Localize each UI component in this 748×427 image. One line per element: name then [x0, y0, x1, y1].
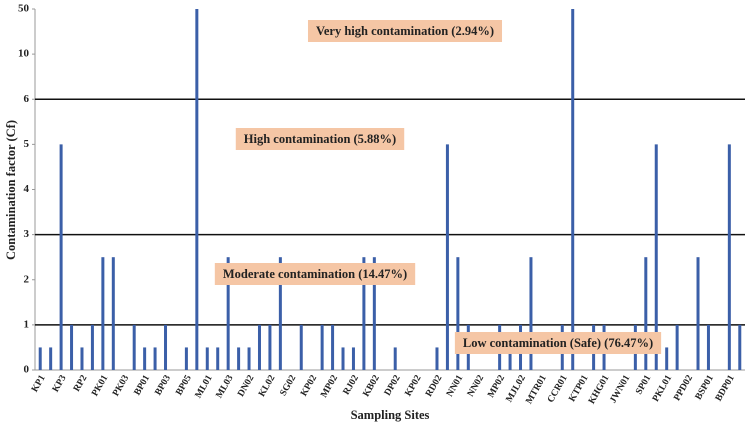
x-tick-label: KB02 [362, 373, 382, 398]
x-tick-label: DP02 [383, 373, 403, 397]
x-tick-label: BP03 [154, 373, 174, 397]
bar [257, 324, 261, 370]
x-tick-label: PPD02 [672, 373, 695, 402]
bar [143, 347, 147, 370]
x-tick-label: BDP01 [714, 373, 737, 403]
y-tick-label: 4 [24, 183, 30, 195]
y-tick-label: 6 [24, 93, 30, 105]
y-tick-label: 1 [24, 318, 30, 330]
x-tick-label: JWN01 [608, 373, 632, 405]
annotation-box [214, 263, 416, 285]
bar [216, 347, 220, 370]
bar [571, 9, 575, 370]
x-tick-label: RJ02 [342, 373, 361, 396]
x-tick-label: RD02 [424, 373, 444, 398]
x-tick-label: KP1 [30, 373, 48, 394]
x-tick-label: MP02 [319, 373, 340, 399]
x-tick-label: MP02 [486, 373, 507, 399]
annotation: Moderate contamination (14.47%) [223, 267, 407, 281]
y-tick-label: 2 [24, 273, 30, 285]
annotation-box [454, 332, 662, 354]
bar [80, 347, 84, 370]
y-tick-label: 50 [18, 3, 30, 15]
x-tick-label: KL02 [257, 373, 277, 398]
bar [738, 324, 742, 370]
bar [696, 257, 700, 370]
y-tick-label: 5 [24, 138, 30, 150]
bar [341, 347, 345, 370]
annotation: High contamination (5.88%) [244, 132, 396, 146]
bar [153, 347, 157, 370]
x-tick-label: CCR01 [546, 373, 570, 404]
bar [320, 324, 324, 370]
bar [205, 347, 209, 370]
bar [247, 347, 251, 370]
bar [132, 324, 136, 370]
bar [644, 257, 648, 370]
bar [706, 324, 710, 370]
x-tick-label: PKL01 [651, 373, 674, 403]
bar [331, 324, 335, 370]
annotation: Very high contamination (2.94%) [316, 24, 494, 38]
bar [70, 324, 74, 370]
x-tick-label: BSP01 [694, 373, 716, 402]
bar [665, 347, 669, 370]
bar [164, 324, 168, 370]
bar [727, 144, 731, 370]
bar [226, 257, 230, 370]
y-tick-label: 0 [24, 364, 30, 376]
bar [237, 347, 241, 370]
bar [529, 257, 533, 370]
bar [362, 257, 366, 370]
bar [372, 257, 376, 370]
bar [59, 144, 63, 370]
x-tick-label: BP01 [133, 373, 153, 397]
x-tick-label: SP01 [634, 373, 653, 396]
bar [38, 347, 42, 370]
x-tick-label: KP02 [404, 373, 424, 398]
bar [268, 324, 272, 370]
bar [184, 347, 188, 370]
bar [508, 347, 512, 370]
bar [101, 257, 105, 370]
x-tick-label: NN02 [466, 373, 486, 398]
x-tick-label: NN01 [445, 373, 465, 398]
bar [49, 347, 53, 370]
annotation-box [307, 20, 503, 42]
x-tick-label: ML01 [194, 373, 215, 400]
x-tick-label: DN02 [236, 373, 256, 398]
bar [435, 347, 439, 370]
bar [456, 257, 460, 370]
bar [351, 347, 355, 370]
bar [299, 324, 303, 370]
bar [90, 324, 94, 370]
x-tick-label: PK01 [90, 373, 110, 398]
y-tick-label: 10 [18, 48, 30, 60]
x-tick-label: BP05 [174, 373, 194, 397]
bar [195, 9, 199, 370]
x-tick-label: PK03 [111, 373, 131, 398]
bar [675, 324, 679, 370]
bar [393, 347, 397, 370]
x-tick-label: KP3 [51, 373, 69, 394]
bar [111, 257, 115, 370]
bar [445, 144, 449, 370]
x-tick-label: RP2 [72, 373, 89, 393]
annotation: Low contamination (Safe) (76.47%) [463, 336, 653, 350]
y-axis-title: Contamination factor (Cf) [4, 120, 18, 260]
x-axis-title: Sampling Sites [351, 408, 430, 422]
x-tick-label: KHG01 [587, 373, 612, 406]
x-tick-label: KP02 [299, 373, 319, 398]
x-tick-label: SG02 [279, 373, 299, 397]
x-tick-label: MTR01 [524, 373, 549, 406]
bar [278, 257, 282, 370]
annotation-box [235, 128, 405, 150]
y-tick-label: 3 [24, 228, 30, 240]
x-tick-label: ML03 [215, 373, 236, 400]
bar [654, 144, 658, 370]
